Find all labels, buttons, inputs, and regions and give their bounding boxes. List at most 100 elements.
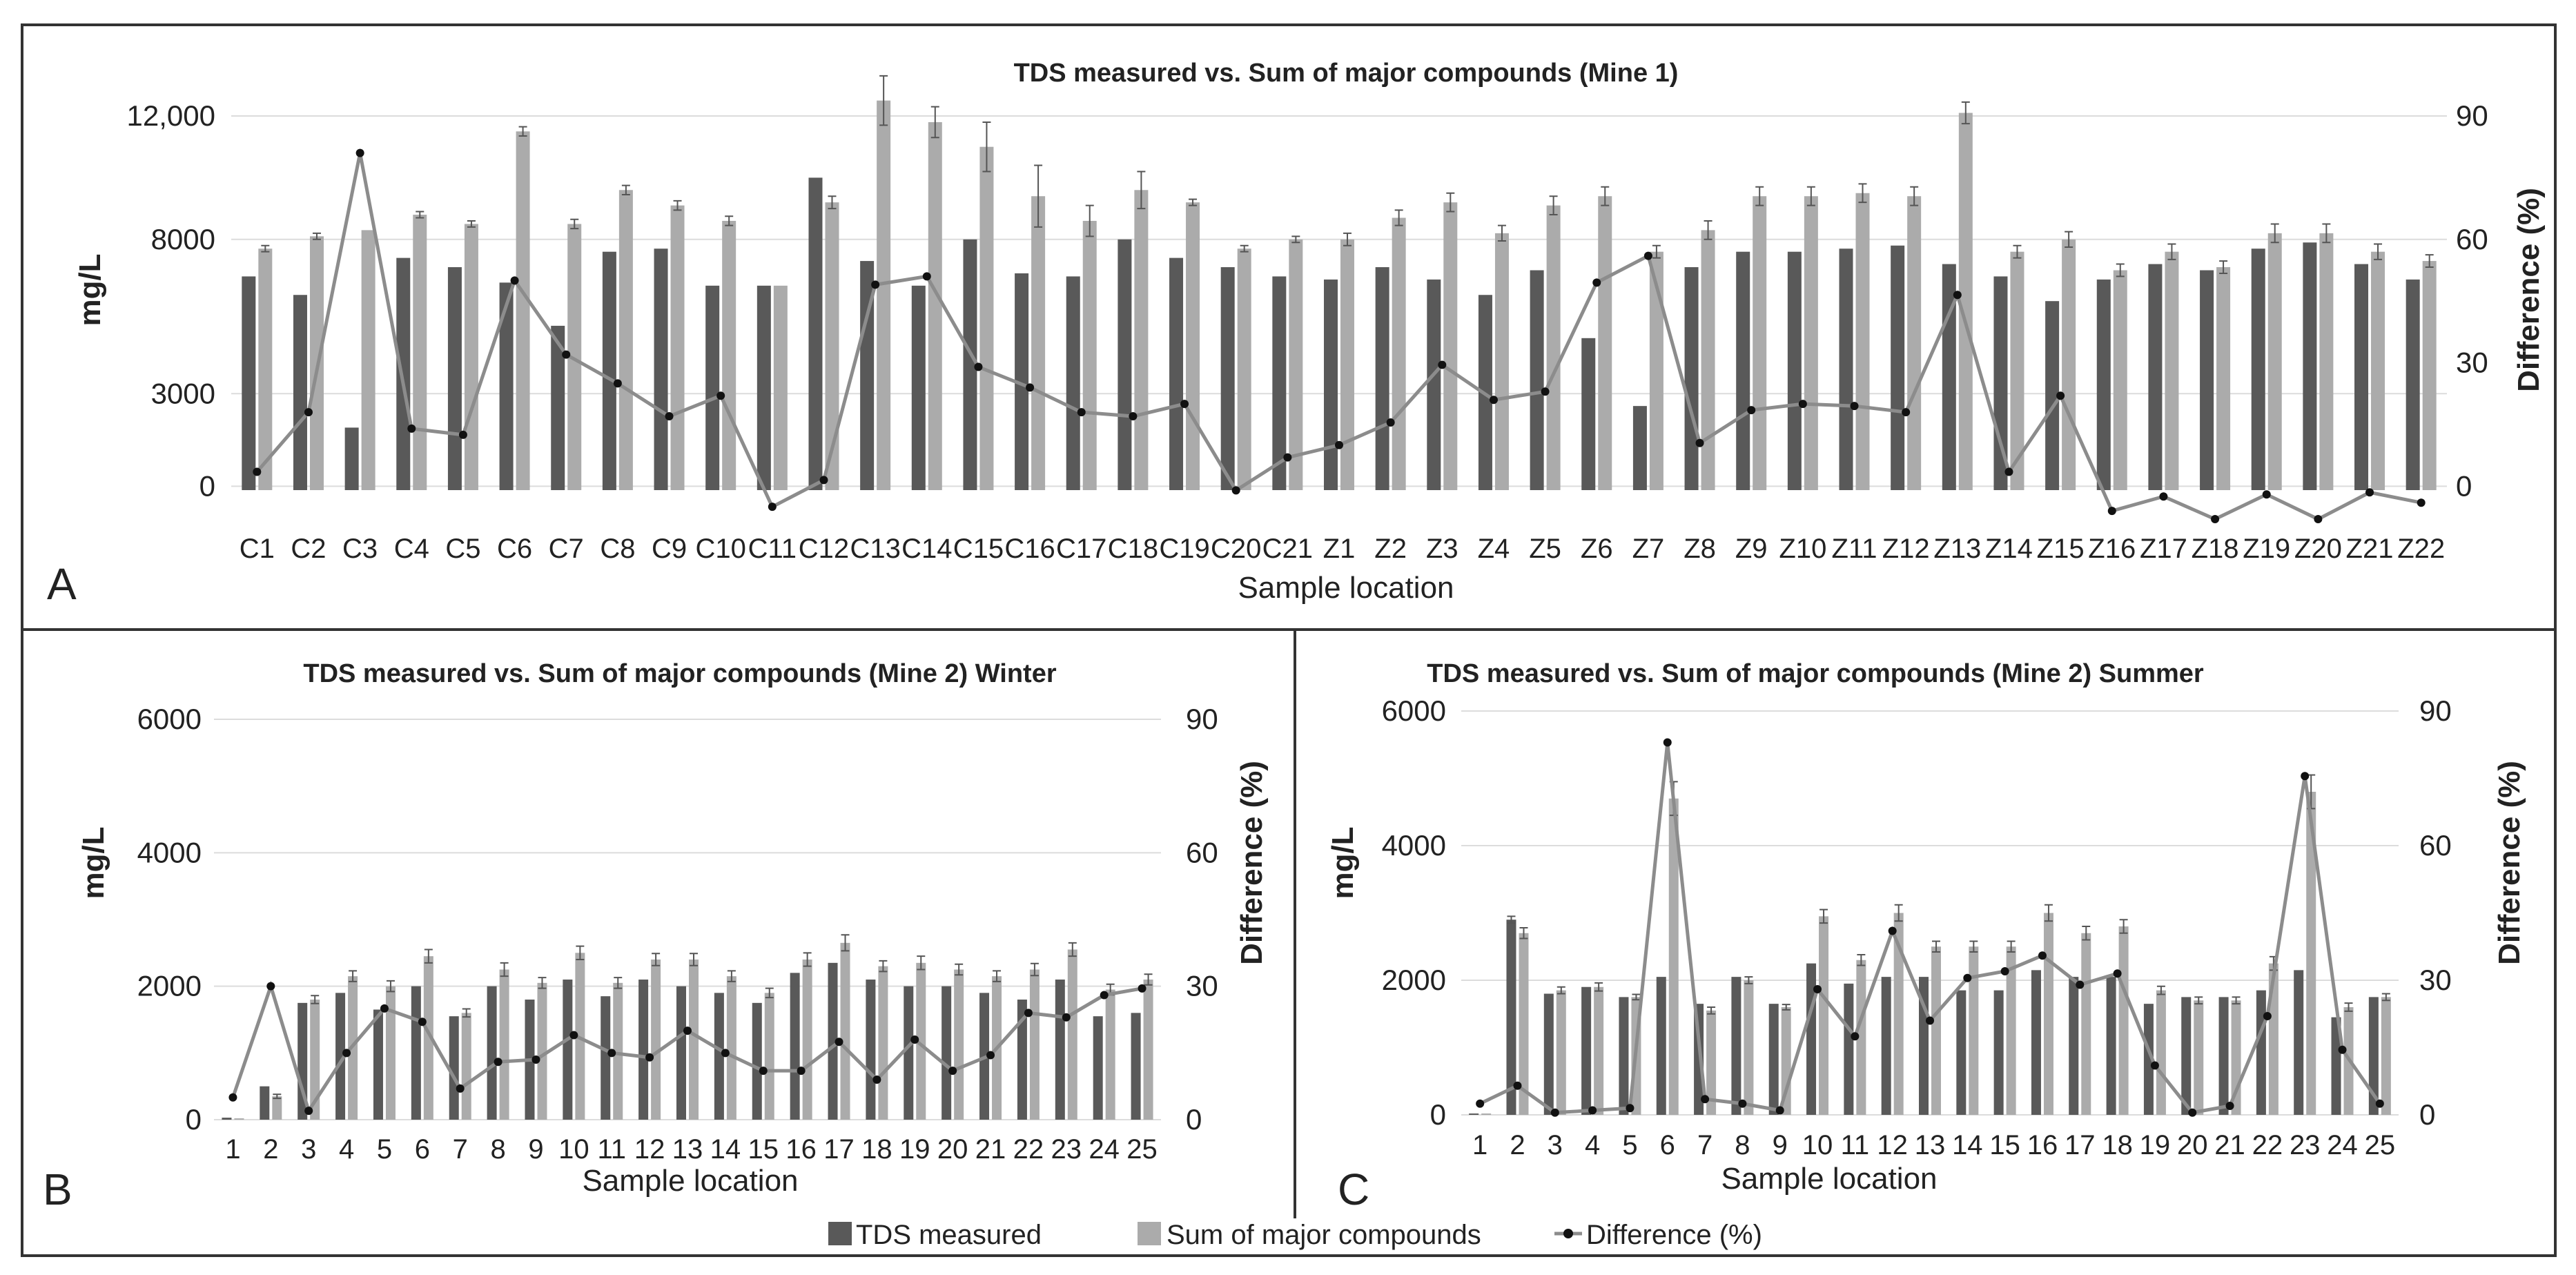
- panel-a-difference-point: [1283, 453, 1292, 462]
- panel-a-x-tick-label: Z16: [2088, 534, 2136, 564]
- panel-b-difference-point: [304, 1107, 313, 1116]
- panel-a-bar-sum: [1701, 230, 1715, 490]
- panel-c-bar-sum: [1931, 946, 1941, 1115]
- panel-b-x-tick-label: 22: [1013, 1134, 1044, 1165]
- panel-a-bar-tds: [2148, 264, 2163, 490]
- panel-a-error-bar: [1137, 171, 1146, 210]
- panel-b-error-bar: [1030, 962, 1039, 977]
- panel-a-difference-point: [922, 272, 931, 281]
- panel-a-x-tick-label: Z8: [1684, 534, 1716, 564]
- panel-a-difference-point: [1850, 402, 1859, 411]
- panel-b-x-tick-label: 25: [1126, 1134, 1158, 1165]
- panel-c-difference-point: [1701, 1095, 1710, 1104]
- panel-a-bar-sum: [1753, 196, 1767, 490]
- panel-b-difference-point: [910, 1035, 919, 1044]
- panel-b-x-tick-label: 10: [558, 1134, 589, 1165]
- panel-a-error-bar: [2065, 231, 2074, 248]
- panel-b-error-bar: [993, 970, 1002, 982]
- panel-b-bar-sum: [499, 969, 509, 1120]
- panel-a-error-bar: [416, 211, 425, 219]
- panel-a-difference-point: [1231, 486, 1240, 495]
- panel-a-bar-tds: [911, 285, 926, 490]
- panel-c-bar-sum: [1744, 980, 1754, 1115]
- panel-b-bar-sum: [726, 976, 736, 1120]
- panel-c-difference-point: [1775, 1106, 1784, 1115]
- panel-c-bar-tds: [1506, 919, 1516, 1115]
- panel-a-difference-point: [304, 408, 313, 417]
- panel-b-bar-sum: [385, 986, 396, 1120]
- panel-b-x-ticks: 1 2 3 4 5 6 7 8 9 10 11 12 13 14 15 16 17 18 19 20 21 22 23 24 2…: [225, 1134, 1157, 1165]
- panel-a-error-bar: [982, 121, 991, 173]
- panel-a-x-tick-label: Z9: [1735, 534, 1768, 564]
- panel-a-error-bar: [1806, 186, 1815, 206]
- legend-label-tds: TDS measured: [856, 1220, 1042, 1250]
- panel-a-y2-ticks: 0 30 60 90: [2456, 99, 2488, 502]
- panel-b-difference-point: [342, 1049, 351, 1058]
- panel-a-difference-point: [1798, 400, 1807, 409]
- panel-c-bar-sum: [1481, 1113, 1492, 1115]
- panel-c-x-tick-label: 7: [1697, 1130, 1713, 1160]
- panel-bc-frame: [21, 628, 2557, 1257]
- panel-c-difference-point: [1851, 1032, 1860, 1041]
- panel-c-error-bar: [2156, 985, 2165, 995]
- panel-c-bar-tds: [2331, 1017, 2341, 1115]
- panel-b-difference-point: [607, 1049, 616, 1058]
- panel-b-x-tick-label: 13: [672, 1134, 703, 1165]
- panel-a-difference-point: [2004, 467, 2013, 476]
- panel-c-y-tick-label: 6000: [1382, 694, 1446, 727]
- panel-a-x-tick-label: C5: [445, 534, 480, 564]
- panel-a-difference-line: [253, 148, 2426, 524]
- panel-b-error-bar: [500, 962, 509, 977]
- panel-b-error-bar: [273, 1093, 282, 1100]
- panel-c-bar-tds: [1731, 977, 1741, 1115]
- panel-a-bar-tds: [705, 285, 720, 490]
- panel-b-x-tick-label: 16: [786, 1134, 817, 1165]
- panel-b-y-tick-label: 6000: [137, 703, 202, 735]
- panel-a-grid: [231, 115, 2447, 487]
- panel-b-bar-sum: [840, 942, 850, 1120]
- panel-b-error-bar: [765, 987, 774, 999]
- panel-c-bar-sum: [2306, 792, 2316, 1115]
- panel-c-bar-tds: [1543, 993, 1554, 1115]
- panel-a-bar-tds: [499, 282, 514, 490]
- panel-c-x-tick-label: 5: [1622, 1130, 1637, 1160]
- panel-b-error-bar: [614, 977, 623, 989]
- panel-a-x-tick-label: Z12: [1882, 534, 1930, 564]
- panel-a-x-tick-label: Z20: [2294, 534, 2342, 564]
- panel-c-bar-sum: [1819, 916, 1829, 1115]
- panel-b-difference-point: [1138, 984, 1146, 993]
- panel-a-bar-tds: [1375, 267, 1389, 490]
- panel-a-error-bar: [1858, 183, 1867, 204]
- panel-c-bar-tds: [2069, 977, 2079, 1115]
- panel-c-x-tick-label: 6: [1660, 1130, 1675, 1160]
- panel-a-bar-tds: [757, 285, 771, 490]
- panel-b-difference-point: [948, 1067, 957, 1076]
- panel-b-title: TDS measured vs. Sum of major compounds …: [303, 659, 1056, 688]
- panel-c-difference-point: [2188, 1108, 2197, 1117]
- panel-c-bar-tds: [2181, 997, 2192, 1115]
- panel-b-x-tick-label: 17: [823, 1134, 855, 1165]
- panel-c-difference-point: [2076, 980, 2085, 989]
- panel-c-x-tick-label: 10: [1802, 1130, 1833, 1160]
- panel-c-difference-point: [1963, 973, 1972, 982]
- panel-b-x-tick-label: 3: [301, 1134, 316, 1165]
- panel-b-bar-sum: [802, 960, 812, 1120]
- panel-a-bar-sum: [722, 220, 736, 490]
- panel-b-x-tick-label: 20: [937, 1134, 968, 1165]
- panel-a-x-tick-label: Z17: [2140, 534, 2187, 564]
- panel-a-bar-sum: [1855, 193, 1870, 490]
- panel-a-bar-tds: [1839, 249, 1853, 490]
- panel-a-x-tick-label: C7: [549, 534, 584, 564]
- panel-a-bar-tds: [293, 295, 307, 490]
- panel-b-x-tick-label: 11: [597, 1134, 626, 1165]
- panel-c-x-tick-label: 1: [1472, 1130, 1487, 1160]
- panel-a-x-tick-label: Z14: [1985, 534, 2033, 564]
- panel-a-bar-sum: [2165, 251, 2179, 490]
- panel-b-error-bar: [955, 963, 964, 976]
- panel-a-bar-sum: [1392, 217, 1406, 490]
- panel-a-y2-tick-label: 0: [2456, 469, 2472, 502]
- panel-a-difference-point: [1077, 408, 1086, 417]
- panel-b-bar-tds: [449, 1016, 459, 1120]
- panel-a-x-tick-label: C1: [240, 534, 275, 564]
- panel-a-error-bar: [570, 218, 579, 230]
